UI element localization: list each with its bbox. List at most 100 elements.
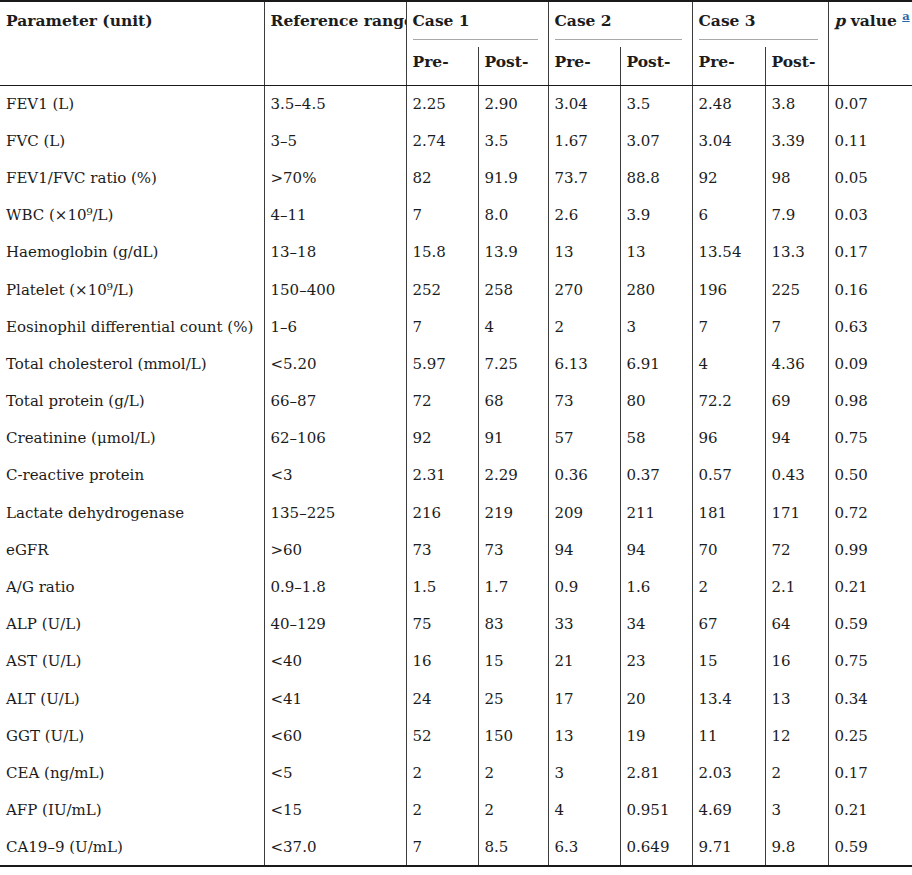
case3-post-cell: 98 xyxy=(765,159,828,196)
table-row: WBC (×10⁹/L)4–1178.02.63.967.90.03 xyxy=(0,197,912,234)
table-row: A/G ratio0.9–1.81.51.70.91.622.10.21 xyxy=(0,568,912,605)
case3-pre-cell: 4.69 xyxy=(692,792,765,829)
case3-pre-cell: 96 xyxy=(692,420,765,457)
case2-pre-cell: 33 xyxy=(548,606,620,643)
case2-post-cell: 280 xyxy=(620,271,692,308)
case3-post-cell: 7 xyxy=(765,308,828,345)
table-row: FVC (L)3–52.743.51.673.073.043.390.11 xyxy=(0,122,912,159)
case2-post-cell: 94 xyxy=(620,531,692,568)
p-value-cell: 0.99 xyxy=(828,531,912,568)
parameter-cell: Creatinine (μmol/L) xyxy=(0,420,264,457)
p-value-cell: 0.09 xyxy=(828,345,912,382)
col-header-case1-post: Post- xyxy=(478,47,548,85)
case1-pre-cell: 2.74 xyxy=(406,122,478,159)
lab-results-table: Parameter (unit) Reference range Case 1 … xyxy=(0,0,912,867)
case3-pre-cell: 2 xyxy=(692,568,765,605)
case3-pre-cell: 196 xyxy=(692,271,765,308)
case3-post-cell: 9.8 xyxy=(765,829,828,866)
case3-pre-cell: 70 xyxy=(692,531,765,568)
case2-post-cell: 0.951 xyxy=(620,792,692,829)
table-row: Haemoglobin (g/dL)13–1815.813.9131313.54… xyxy=(0,234,912,271)
case2-post-cell: 23 xyxy=(620,643,692,680)
case1-post-cell: 3.5 xyxy=(478,122,548,159)
case3-post-cell: 13.3 xyxy=(765,234,828,271)
case1-pre-cell: 1.5 xyxy=(406,568,478,605)
case1-pre-cell: 73 xyxy=(406,531,478,568)
case2-pre-cell: 6.3 xyxy=(548,829,620,866)
table-row: Lactate dehydrogenase135–225216219209211… xyxy=(0,494,912,531)
case3-post-cell: 64 xyxy=(765,606,828,643)
parameter-cell: ALT (U/L) xyxy=(0,680,264,717)
parameter-cell: FEV1/FVC ratio (%) xyxy=(0,159,264,196)
reference-range-cell: <37.0 xyxy=(264,829,406,866)
case1-pre-cell: 2.31 xyxy=(406,457,478,494)
reference-range-cell: 1–6 xyxy=(264,308,406,345)
case2-pre-cell: 3 xyxy=(548,754,620,791)
col-header-case3-post: Post- xyxy=(765,47,828,85)
case1-post-cell: 219 xyxy=(478,494,548,531)
col-header-reference-range: Reference range xyxy=(264,1,406,85)
case2-pre-cell: 0.9 xyxy=(548,568,620,605)
case3-post-cell: 3 xyxy=(765,792,828,829)
case1-pre-cell: 2 xyxy=(406,792,478,829)
table-row: Creatinine (μmol/L)62–1069291575896940.7… xyxy=(0,420,912,457)
p-value-cell: 0.21 xyxy=(828,568,912,605)
case3-post-cell: 2 xyxy=(765,754,828,791)
case2-post-cell: 13 xyxy=(620,234,692,271)
table-row: Platelet (×10⁹/L)150–4002522582702801962… xyxy=(0,271,912,308)
case2-pre-cell: 17 xyxy=(548,680,620,717)
case1-post-cell: 13.9 xyxy=(478,234,548,271)
table-row: Total protein (g/L)66–877268738072.2690.… xyxy=(0,383,912,420)
case2-pre-cell: 270 xyxy=(548,271,620,308)
col-header-p-value: p value a xyxy=(828,1,912,85)
case1-post-cell: 2.29 xyxy=(478,457,548,494)
case3-post-cell: 16 xyxy=(765,643,828,680)
case1-post-cell: 2.90 xyxy=(478,85,548,122)
parameter-cell: Platelet (×10⁹/L) xyxy=(0,271,264,308)
p-value-cell: 0.07 xyxy=(828,85,912,122)
case1-pre-cell: 16 xyxy=(406,643,478,680)
p-value-cell: 0.16 xyxy=(828,271,912,308)
case3-pre-cell: 2.48 xyxy=(692,85,765,122)
table-row: FEV1 (L)3.5–4.52.252.903.043.52.483.80.0… xyxy=(0,85,912,122)
case2-post-cell: 20 xyxy=(620,680,692,717)
case2-post-cell: 0.37 xyxy=(620,457,692,494)
p-value-cell: 0.72 xyxy=(828,494,912,531)
footnote-link-a[interactable]: a xyxy=(902,9,909,23)
parameter-cell: Lactate dehydrogenase xyxy=(0,494,264,531)
case2-post-cell: 3 xyxy=(620,308,692,345)
parameter-cell: AFP (IU/mL) xyxy=(0,792,264,829)
case2-post-cell: 6.91 xyxy=(620,345,692,382)
case2-pre-cell: 1.67 xyxy=(548,122,620,159)
case3-post-cell: 94 xyxy=(765,420,828,457)
reference-range-cell: 66–87 xyxy=(264,383,406,420)
case1-pre-cell: 52 xyxy=(406,717,478,754)
p-value-cell: 0.59 xyxy=(828,606,912,643)
reference-range-cell: <5 xyxy=(264,754,406,791)
reference-range-cell: >70% xyxy=(264,159,406,196)
case2-post-cell: 3.07 xyxy=(620,122,692,159)
case2-pre-cell: 94 xyxy=(548,531,620,568)
reference-range-cell: <15 xyxy=(264,792,406,829)
reference-range-cell: 13–18 xyxy=(264,234,406,271)
p-value-cell: 0.34 xyxy=(828,680,912,717)
parameter-cell: Haemoglobin (g/dL) xyxy=(0,234,264,271)
case3-pre-cell: 92 xyxy=(692,159,765,196)
case3-pre-cell: 15 xyxy=(692,643,765,680)
p-value-cell: 0.03 xyxy=(828,197,912,234)
case1-pre-cell: 7 xyxy=(406,197,478,234)
case3-pre-cell: 7 xyxy=(692,308,765,345)
table-row: CA19–9 (U/mL)<37.078.56.30.6499.719.80.5… xyxy=(0,829,912,866)
parameter-cell: CEA (ng/mL) xyxy=(0,754,264,791)
p-value-cell: 0.17 xyxy=(828,754,912,791)
col-header-parameter: Parameter (unit) xyxy=(0,1,264,85)
case1-post-cell: 2 xyxy=(478,754,548,791)
parameter-cell: ALP (U/L) xyxy=(0,606,264,643)
reference-range-cell: <5.20 xyxy=(264,345,406,382)
case1-post-cell: 91 xyxy=(478,420,548,457)
p-value-rest: value xyxy=(845,11,896,30)
p-value-cell: 0.11 xyxy=(828,122,912,159)
case1-pre-cell: 82 xyxy=(406,159,478,196)
case1-post-cell: 83 xyxy=(478,606,548,643)
case2-pre-cell: 57 xyxy=(548,420,620,457)
